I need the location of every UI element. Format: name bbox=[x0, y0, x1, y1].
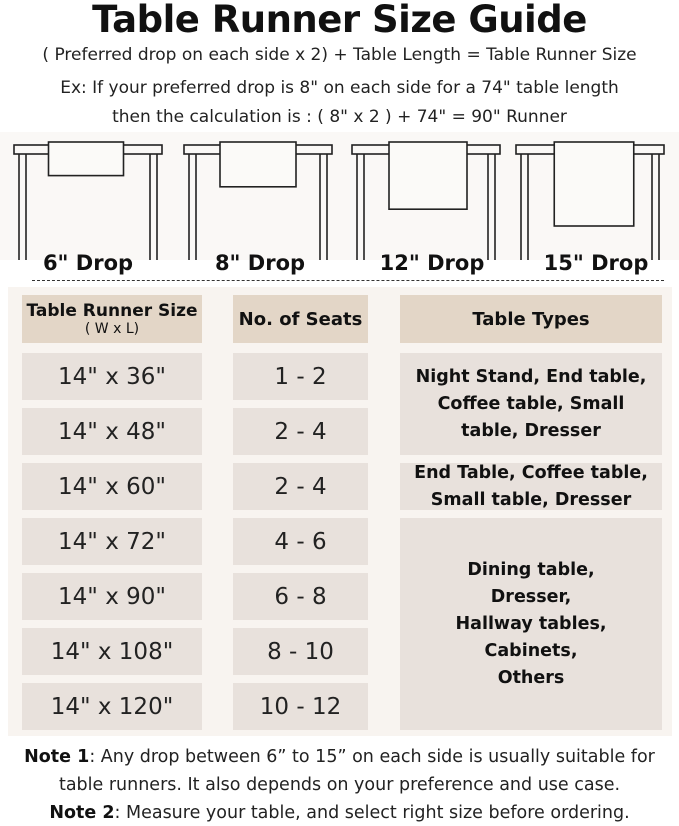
header-seats: No. of Seats bbox=[233, 295, 368, 343]
drop-label-6: 6" Drop bbox=[42, 251, 134, 275]
note-2-text: : Measure your table, and select right s… bbox=[114, 803, 630, 823]
drop-illustrations bbox=[0, 132, 679, 260]
seats-cell: 6 - 8 bbox=[233, 573, 368, 620]
drop-label-8: 8" Drop bbox=[214, 251, 306, 275]
size-cell: 14" x 48" bbox=[22, 408, 202, 455]
runner bbox=[47, 141, 125, 177]
table-drawings bbox=[13, 141, 665, 260]
note-2: Note 2: Measure your table, and select r… bbox=[0, 799, 679, 826]
types-cell-3: Dining table, Dresser, Hallway tables, C… bbox=[400, 518, 662, 730]
types-cell-1: Night Stand, End table, Coffee table, Sm… bbox=[400, 353, 662, 455]
seats-cell: 2 - 4 bbox=[233, 463, 368, 510]
size-cell: 14" x 90" bbox=[22, 573, 202, 620]
header-types: Table Types bbox=[400, 295, 662, 343]
note-1-cont: table runners. It also depends on your p… bbox=[58, 775, 621, 795]
note-1-text: : Any drop between 6” to 15” on each sid… bbox=[89, 747, 655, 767]
size-cell: 14" x 60" bbox=[22, 463, 202, 510]
drop-label-15: 15" Drop bbox=[543, 251, 649, 275]
dashed-divider bbox=[32, 280, 664, 281]
note-1-label: Note 1 bbox=[24, 747, 90, 767]
seats-cell: 2 - 4 bbox=[233, 408, 368, 455]
page-title: Table Runner Size Guide bbox=[92, 0, 587, 41]
types-cell-2: End Table, Coffee table, Small table, Dr… bbox=[400, 463, 662, 510]
header-size-sub: ( W x L) bbox=[84, 321, 140, 337]
example-line-2: then the calculation is : ( 8" x 2 ) + 7… bbox=[112, 107, 567, 127]
header-size-label: Table Runner Size bbox=[26, 301, 198, 321]
note-2-label: Note 2 bbox=[49, 803, 115, 823]
size-cell: 14" x 36" bbox=[22, 353, 202, 400]
formula-text: ( Preferred drop on each side x 2) + Tab… bbox=[42, 45, 637, 65]
seats-cell: 8 - 10 bbox=[233, 628, 368, 675]
runner bbox=[219, 141, 297, 188]
example-line-1: Ex: If your preferred drop is 8" on each… bbox=[60, 78, 619, 98]
size-cell: 14" x 120" bbox=[22, 683, 202, 730]
size-cell: 14" x 72" bbox=[22, 518, 202, 565]
note-1: Note 1: Any drop between 6” to 15” on ea… bbox=[0, 743, 679, 771]
header-size: Table Runner Size ( W x L) bbox=[22, 295, 202, 343]
size-cell: 14" x 108" bbox=[22, 628, 202, 675]
runner bbox=[553, 141, 635, 227]
seats-cell: 4 - 6 bbox=[233, 518, 368, 565]
drop-label-12: 12" Drop bbox=[379, 251, 485, 275]
seats-cell: 1 - 2 bbox=[233, 353, 368, 400]
runner bbox=[388, 141, 468, 210]
seats-cell: 10 - 12 bbox=[233, 683, 368, 730]
